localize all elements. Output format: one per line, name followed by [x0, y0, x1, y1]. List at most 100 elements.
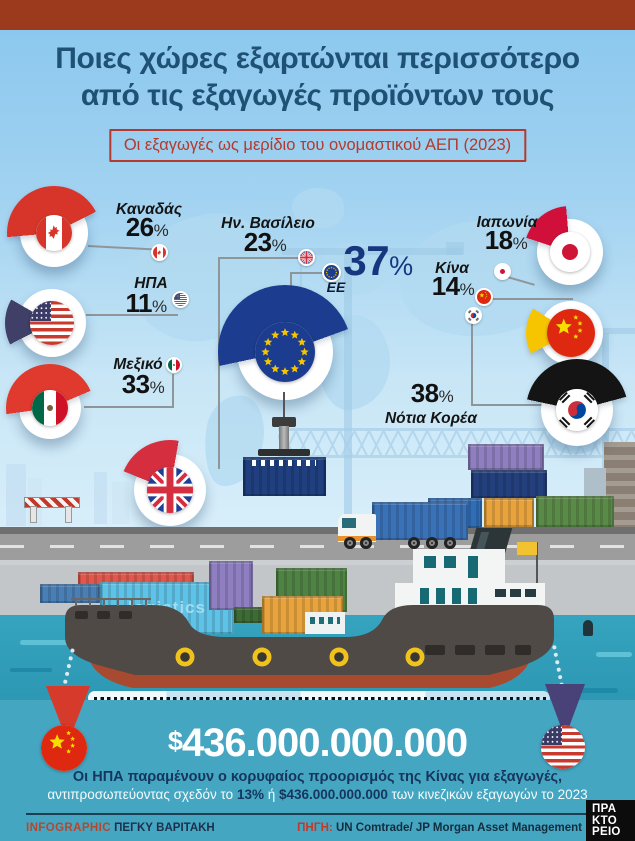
barrier-leg: [30, 506, 37, 523]
truck-wheel: [344, 537, 356, 549]
usa-label: ΗΠΑ: [134, 275, 168, 292]
yellow-flag: [517, 542, 537, 555]
crane-mast: [344, 252, 352, 527]
amount-value: 436.000.000.000: [181, 721, 468, 765]
crane-hook-shaft: [279, 426, 289, 450]
water-streak: [10, 668, 52, 672]
deck-cabin-windows: [310, 617, 340, 624]
japan-flag-icon: [494, 263, 511, 280]
china-label: Κίνα: [435, 260, 469, 277]
uk-flag-icon: [298, 249, 315, 266]
truck-window: [342, 518, 356, 528]
container-green: [536, 496, 614, 527]
bridge-window-strip: [420, 588, 480, 604]
korea-label: Νότια Κορέα: [384, 410, 478, 427]
percent-sign: %: [438, 387, 454, 406]
source-name: UN Comtrade/ JP Morgan Asset Management: [335, 822, 582, 834]
eu-flag-icon: [322, 263, 341, 282]
water-streak: [596, 652, 632, 657]
container-lock-pins: [252, 460, 316, 466]
title-line-2: από τις εξαγωγές προϊόντων τους: [80, 79, 555, 112]
road-edge: [0, 527, 635, 534]
page-title: Ποιες χώρες εξαρτώνται περισσότερο από τ…: [0, 40, 635, 114]
truck-wheel: [444, 537, 456, 549]
infographic-label: INFOGRAPHIC: [26, 822, 111, 834]
connector-line: [471, 320, 473, 405]
uk-label: Ην. Βασίλειο: [221, 215, 315, 232]
ship-container-darkgreen: [234, 607, 264, 623]
footer-divider: [26, 813, 586, 815]
map-greenland: [292, 188, 344, 228]
skyline-building: [94, 472, 107, 524]
china-flag-icon: [41, 725, 87, 771]
buoy: [583, 620, 593, 636]
bridge-window: [424, 556, 436, 568]
stat-amount: $436.000.000.000: [278, 787, 388, 802]
korea-flag-icon: [465, 307, 482, 324]
source-label: ΠΗΓΗ:: [297, 822, 333, 834]
container-hanging: [243, 457, 326, 496]
bottom-panel: [0, 700, 635, 841]
barrier-leg: [65, 506, 72, 523]
ship-hull: [65, 598, 554, 688]
korea-value-number: 38: [410, 378, 439, 408]
japan-value-number: 18: [484, 225, 513, 255]
truck-wheel: [360, 537, 372, 549]
crane-hoist-cable: [283, 392, 285, 420]
bridge-window: [444, 556, 456, 568]
china-value-number: 14: [431, 271, 460, 301]
canada-value-number: 26: [125, 212, 154, 242]
china-flag-icon: [547, 309, 595, 357]
container-navy: [471, 470, 547, 498]
export-amount: $436.000.000.000: [0, 721, 635, 766]
stat-headline: Οι ΗΠΑ παραμένουν ο κορυφαίος προορισμός…: [72, 769, 563, 785]
ship-container-orange2: [262, 596, 343, 634]
canada-label: Καναδάς: [115, 201, 183, 218]
japan-flag-icon: [550, 232, 590, 272]
truck-wheel: [408, 537, 420, 549]
uk-flag-icon: [147, 467, 193, 513]
korea-flag-icon: [556, 389, 598, 431]
percent-sign: %: [151, 297, 167, 316]
water-streak: [20, 640, 80, 645]
crane-hook-block: [272, 417, 296, 427]
uk-value-number: 23: [243, 227, 272, 257]
flag-pole: [536, 542, 538, 584]
japan-value: 18%: [485, 227, 528, 257]
stat-subline: αντιπροσωπεύοντας σχεδόν το 13% ή $436.0…: [0, 787, 635, 802]
uk-value: 23%: [244, 229, 287, 259]
usa-flag-icon: [30, 301, 74, 345]
crane-counterweight: [446, 242, 464, 255]
top-accent-bar: [0, 0, 635, 30]
dotted-line: [94, 697, 546, 702]
canada-flag-icon: [151, 244, 168, 261]
portholes: [175, 647, 425, 667]
traffic-barrier: [24, 497, 80, 508]
currency-symbol: $: [167, 726, 183, 756]
connector-line: [86, 314, 178, 316]
container-orange: [484, 498, 534, 527]
ship-container-purple: [209, 561, 253, 610]
eu-value: 37%: [343, 240, 413, 286]
stat-text: αντιπροσωπεύοντας σχεδόν το: [47, 787, 237, 802]
usa-flag-icon: [172, 291, 189, 308]
usa-flag-icon: [541, 725, 585, 769]
deck-cabin: [305, 612, 345, 634]
mexico-value: 33%: [122, 371, 165, 401]
title-line-1: Ποιες χώρες εξαρτώνται περισσότερο: [55, 42, 580, 75]
credit-source: ΠΗΓΗ: UN Comtrade/ JP Morgan Asset Manag…: [297, 822, 582, 834]
subtitle-badge: Οι εξαγωγές ως μερίδιο του ονομαστικού Α…: [108, 129, 527, 162]
mexico-flag-icon: [166, 357, 182, 373]
korea-value: 38%: [411, 380, 454, 410]
truck-trailer: [372, 502, 468, 540]
percent-sign: %: [512, 234, 528, 253]
percent-sign: %: [153, 221, 169, 240]
skyline-building: [6, 464, 26, 526]
percent-sign: %: [389, 251, 413, 281]
connector-line: [84, 406, 174, 408]
bridge-upper: [413, 549, 505, 585]
truck-wheel: [426, 537, 438, 549]
author-name: ΠΕΓΚΥ ΒΑΡΙΤΑΚΗ: [114, 822, 215, 834]
connector-line: [471, 404, 545, 406]
